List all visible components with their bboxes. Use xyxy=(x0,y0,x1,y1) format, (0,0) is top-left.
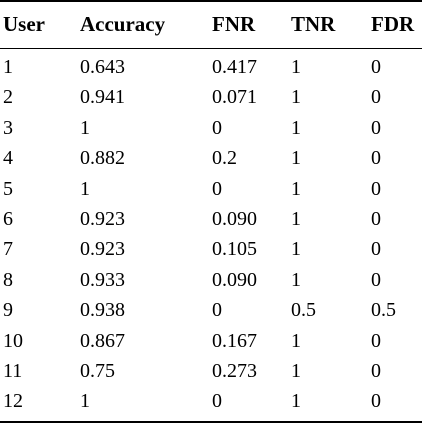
cell-fdr: 0 xyxy=(371,329,381,352)
table-row: 3 1 0 1 0 xyxy=(0,113,422,143)
cell-tnr: 1 xyxy=(291,208,301,230)
cell-accuracy: 0.923 xyxy=(80,208,125,230)
cell-user: 2 xyxy=(3,86,13,109)
table-row: 7 0.923 0.105 1 0 xyxy=(0,234,422,264)
cell-tnr: 1 xyxy=(291,360,301,382)
cell-fdr: 0 xyxy=(371,360,381,382)
cell-tnr: 1 xyxy=(291,390,301,413)
header-fnr: FNR xyxy=(212,12,256,36)
cell-fdr: 0 xyxy=(371,56,381,78)
cell-fnr: 0.273 xyxy=(212,360,257,382)
cell-user: 5 xyxy=(3,177,13,200)
cell-fnr: 0 xyxy=(212,299,222,322)
cell-user: 11 xyxy=(3,360,23,382)
cell-accuracy: 1 xyxy=(80,390,90,413)
cell-tnr: 1 xyxy=(291,147,301,170)
table-row: 8 0.933 0.090 1 0 xyxy=(0,265,422,295)
cell-tnr: 1 xyxy=(291,329,301,352)
cell-user: 9 xyxy=(3,299,13,322)
cell-tnr: 1 xyxy=(291,177,301,200)
cell-fdr: 0 xyxy=(371,208,381,230)
header-tnr: TNR xyxy=(291,12,336,36)
cell-accuracy: 1 xyxy=(80,116,90,139)
cell-tnr: 0.5 xyxy=(291,299,316,322)
table-row: 12 1 0 1 0 xyxy=(0,386,422,416)
table-top-rule xyxy=(0,0,422,2)
cell-tnr: 1 xyxy=(291,56,301,78)
cell-fdr: 0 xyxy=(371,268,381,291)
cell-accuracy: 0.75 xyxy=(80,360,115,382)
cell-fnr: 0 xyxy=(212,116,222,139)
header-accuracy: Accuracy xyxy=(80,12,166,36)
cell-user: 3 xyxy=(3,116,13,139)
table-row: 11 0.75 0.273 1 0 xyxy=(0,356,422,386)
cell-fdr: 0 xyxy=(371,86,381,109)
cell-fnr: 0.167 xyxy=(212,329,257,352)
cell-user: 4 xyxy=(3,147,13,170)
cell-accuracy: 0.867 xyxy=(80,329,125,352)
table-row: 10 0.867 0.167 1 0 xyxy=(0,326,422,356)
table-row: 6 0.923 0.090 1 0 xyxy=(0,204,422,234)
header-user: User xyxy=(3,12,45,36)
table-bottom-rule xyxy=(0,421,422,423)
table-row: 1 0.643 0.417 1 0 xyxy=(0,52,422,82)
cell-fnr: 0.090 xyxy=(212,268,257,291)
cell-user: 6 xyxy=(3,208,13,230)
cell-accuracy: 0.938 xyxy=(80,299,125,322)
cell-user: 8 xyxy=(3,268,13,291)
cell-user: 10 xyxy=(3,329,23,352)
cell-accuracy: 0.882 xyxy=(80,147,125,170)
cell-accuracy: 0.941 xyxy=(80,86,125,109)
header-fdr: FDR xyxy=(371,12,415,36)
cell-tnr: 1 xyxy=(291,268,301,291)
table-header-rule xyxy=(0,48,422,49)
table-header-row: User Accuracy FNR TNR FDR xyxy=(0,9,422,39)
cell-fnr: 0 xyxy=(212,390,222,413)
cell-user: 12 xyxy=(3,390,23,413)
cell-accuracy: 0.923 xyxy=(80,238,125,261)
cell-fdr: 0 xyxy=(371,116,381,139)
cell-fnr: 0.105 xyxy=(212,238,257,261)
cell-tnr: 1 xyxy=(291,86,301,109)
cell-fdr: 0 xyxy=(371,147,381,170)
cell-fnr: 0.2 xyxy=(212,147,237,170)
cell-fnr: 0.071 xyxy=(212,86,257,109)
cell-accuracy: 0.933 xyxy=(80,268,125,291)
cell-fnr: 0.417 xyxy=(212,56,257,78)
cell-fnr: 0 xyxy=(212,177,222,200)
cell-fdr: 0 xyxy=(371,177,381,200)
cell-fdr: 0 xyxy=(371,390,381,413)
table-row: 5 1 0 1 0 xyxy=(0,174,422,204)
cell-tnr: 1 xyxy=(291,116,301,139)
cell-tnr: 1 xyxy=(291,238,301,261)
table-row: 4 0.882 0.2 1 0 xyxy=(0,143,422,173)
table-row: 2 0.941 0.071 1 0 xyxy=(0,82,422,112)
cell-fnr: 0.090 xyxy=(212,208,257,230)
cell-user: 7 xyxy=(3,238,13,261)
cell-user: 1 xyxy=(3,56,13,78)
cell-accuracy: 0.643 xyxy=(80,56,125,78)
table-row: 9 0.938 0 0.5 0.5 xyxy=(0,295,422,325)
cell-fdr: 0 xyxy=(371,238,381,261)
cell-accuracy: 1 xyxy=(80,177,90,200)
cell-fdr: 0.5 xyxy=(371,299,396,322)
